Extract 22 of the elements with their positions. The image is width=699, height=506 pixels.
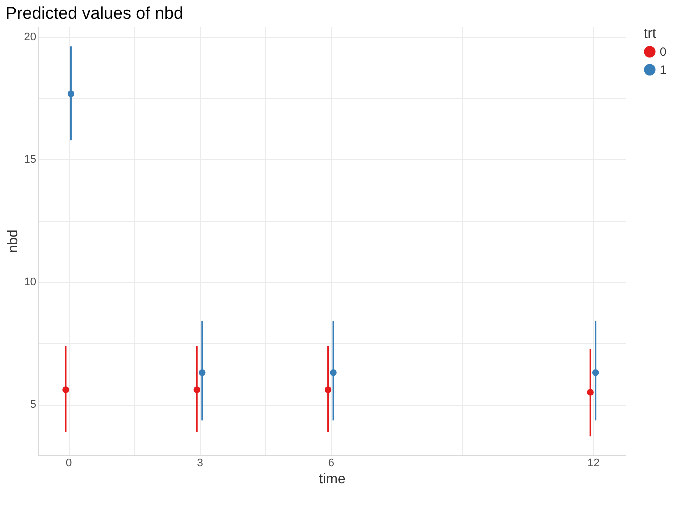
x-tick-label: 3 [197,458,204,470]
point [62,386,70,394]
point [324,386,332,394]
point [194,386,200,394]
x-tick-label: 6 [328,458,334,470]
legend-label: 0 [660,45,667,59]
point [199,369,206,376]
point [68,90,75,98]
point [592,369,600,376]
point [587,389,594,396]
x-tick-label: 12 [588,458,600,470]
point [330,369,337,376]
y-axis-title: nbd [4,230,20,254]
y-tick-label: 15 [24,154,36,166]
legend-title: trt [644,25,657,41]
x-tick-label: 0 [66,458,72,470]
chart-title: Predicted values of nbd [6,4,184,23]
y-tick-label: 10 [24,276,36,289]
y-tick-label: 20 [24,31,36,44]
legend-label: 1 [660,63,667,77]
x-axis-title: time [319,470,346,486]
y-tick-label: 5 [30,399,36,412]
